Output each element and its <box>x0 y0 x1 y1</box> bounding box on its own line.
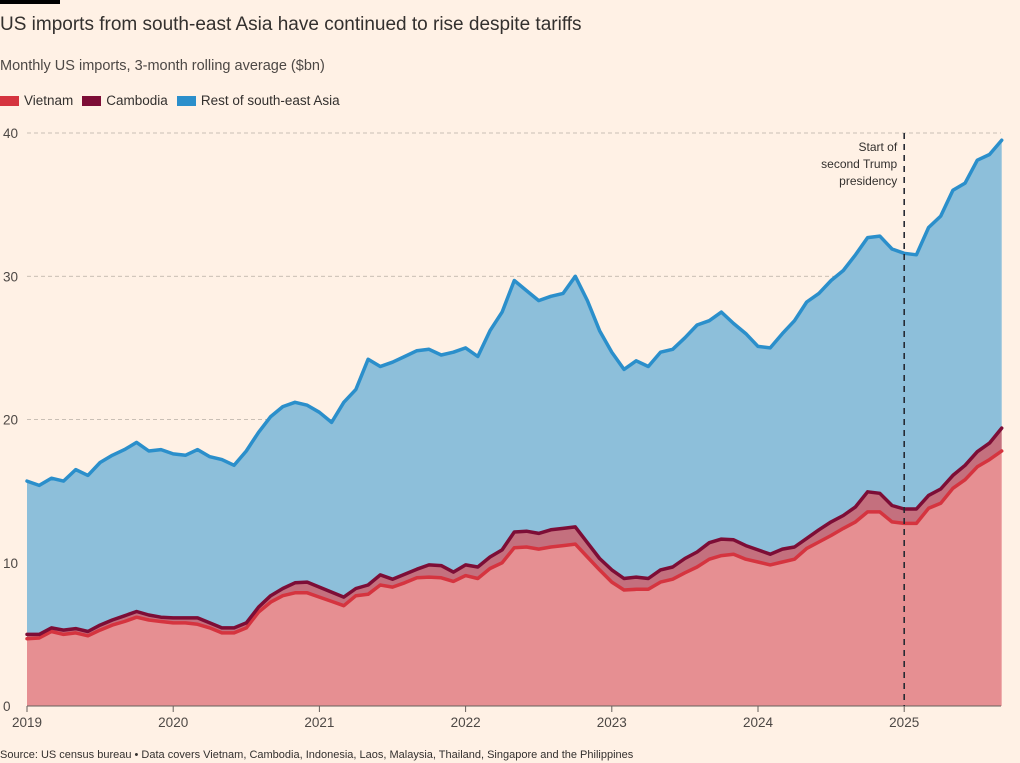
x-tick-label: 2023 <box>597 715 627 730</box>
legend-item-vietnam: Vietnam <box>0 93 73 108</box>
legend-swatch-cambodia <box>82 95 102 106</box>
x-tick-label: 2024 <box>743 715 774 730</box>
area-layers <box>27 140 1002 706</box>
annotation: Start of second Trump presidency <box>821 133 906 706</box>
y-tick-label: 30 <box>3 269 18 284</box>
area-vietnam <box>27 451 1002 706</box>
axes: 0 10 20 30 40 2019 2020 2021 2022 2023 2024 2025 <box>3 126 1001 730</box>
source-note: Source: US census bureau • Data covers V… <box>0 749 634 761</box>
chart-title: US imports from south-east Asia have con… <box>0 14 582 35</box>
y-tick-label: 40 <box>3 126 18 141</box>
legend-label: Vietnam <box>24 93 74 108</box>
legend-label: Rest of south-east Asia <box>200 93 340 108</box>
x-tick-label: 2019 <box>12 715 42 730</box>
chart-subtitle: Monthly US imports, 3-month rolling aver… <box>0 58 325 74</box>
x-tick-label: 2021 <box>304 715 334 730</box>
area-rest-of-south-east-asia <box>27 140 1002 635</box>
brand-bar <box>0 0 60 4</box>
legend-swatch-rest <box>176 95 196 106</box>
legend-swatch-vietnam <box>0 95 19 106</box>
x-tick-label: 2020 <box>158 715 188 730</box>
line-cambodia <box>25 426 1004 637</box>
legend-item-rest: Rest of south-east Asia <box>176 93 340 108</box>
line-vietnam <box>25 449 1004 641</box>
annotation-text: Start of <box>859 140 898 154</box>
y-tick-label: 20 <box>3 413 18 428</box>
legend: Vietnam Cambodia Rest of south-east Asia <box>0 93 340 108</box>
x-tick-label: 2025 <box>889 715 919 730</box>
annotation-text: presidency <box>839 174 897 188</box>
y-tick-label: 0 <box>3 699 11 714</box>
line-rest-of-south-east-asia <box>25 138 1004 488</box>
legend-label: Cambodia <box>106 93 168 108</box>
x-tick-label: 2022 <box>451 715 481 730</box>
legend-item-cambodia: Cambodia <box>82 93 168 108</box>
series-lines <box>25 138 1004 641</box>
y-tick-label: 10 <box>3 556 18 571</box>
annotation-text: second Trump <box>821 157 897 171</box>
